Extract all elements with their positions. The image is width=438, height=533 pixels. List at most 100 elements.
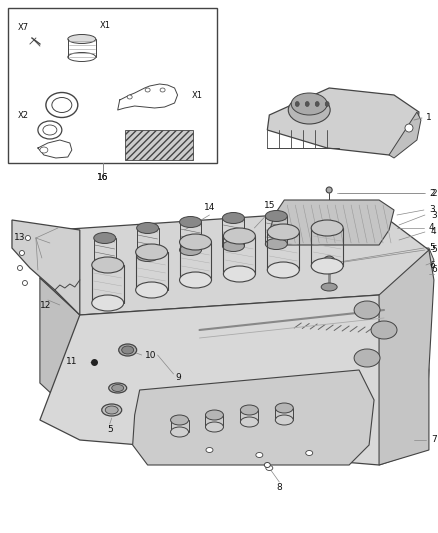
Text: 12: 12 <box>40 301 51 310</box>
Text: 14: 14 <box>204 204 215 213</box>
Ellipse shape <box>136 282 168 298</box>
Polygon shape <box>12 220 80 315</box>
Polygon shape <box>367 248 434 278</box>
Text: 8: 8 <box>276 483 282 492</box>
Ellipse shape <box>405 124 413 132</box>
Text: 2: 2 <box>431 189 437 198</box>
Ellipse shape <box>276 403 293 413</box>
Ellipse shape <box>311 220 343 236</box>
Ellipse shape <box>136 244 168 260</box>
Ellipse shape <box>119 344 137 356</box>
Ellipse shape <box>288 96 330 124</box>
Text: 4: 4 <box>429 223 434 232</box>
Ellipse shape <box>240 417 258 427</box>
Ellipse shape <box>305 101 309 107</box>
Text: X2: X2 <box>18 110 29 119</box>
Polygon shape <box>267 88 419 155</box>
Text: 9: 9 <box>176 374 181 383</box>
Polygon shape <box>379 250 434 465</box>
Bar <box>8 8 217 163</box>
Text: 6: 6 <box>431 265 437 274</box>
Polygon shape <box>40 295 429 465</box>
Text: 15: 15 <box>264 200 275 209</box>
Text: 16: 16 <box>97 174 109 182</box>
Ellipse shape <box>22 280 28 286</box>
Ellipse shape <box>223 228 255 244</box>
Ellipse shape <box>267 262 299 278</box>
Text: 5: 5 <box>431 246 437 254</box>
Ellipse shape <box>205 422 223 432</box>
Ellipse shape <box>92 295 124 311</box>
Ellipse shape <box>315 101 319 107</box>
Polygon shape <box>40 278 80 420</box>
Text: 5: 5 <box>107 425 113 434</box>
Polygon shape <box>269 200 394 245</box>
Ellipse shape <box>94 232 116 244</box>
Ellipse shape <box>170 415 188 425</box>
Polygon shape <box>133 370 374 465</box>
Ellipse shape <box>112 384 124 392</box>
Ellipse shape <box>326 187 332 193</box>
Ellipse shape <box>354 301 380 319</box>
Ellipse shape <box>127 95 132 99</box>
Text: 6: 6 <box>429 261 434 270</box>
Text: X1: X1 <box>191 91 202 100</box>
Ellipse shape <box>180 216 201 228</box>
Ellipse shape <box>295 101 299 107</box>
Ellipse shape <box>137 251 159 262</box>
Text: 13: 13 <box>14 233 25 243</box>
Ellipse shape <box>102 404 122 416</box>
Ellipse shape <box>265 211 287 222</box>
Text: 10: 10 <box>145 351 156 359</box>
Ellipse shape <box>109 383 127 393</box>
Ellipse shape <box>52 98 72 112</box>
Ellipse shape <box>266 465 273 471</box>
Ellipse shape <box>180 272 212 288</box>
Ellipse shape <box>25 236 30 240</box>
Text: 3: 3 <box>431 211 437 220</box>
Ellipse shape <box>223 266 255 282</box>
Ellipse shape <box>265 463 270 467</box>
Ellipse shape <box>323 256 335 268</box>
Ellipse shape <box>267 224 299 240</box>
Ellipse shape <box>265 238 287 249</box>
Text: 7: 7 <box>431 435 437 445</box>
Ellipse shape <box>311 258 343 274</box>
Ellipse shape <box>223 213 244 223</box>
Ellipse shape <box>256 453 263 457</box>
Ellipse shape <box>18 265 22 271</box>
Ellipse shape <box>325 101 329 107</box>
Ellipse shape <box>306 450 313 456</box>
Ellipse shape <box>180 245 201 255</box>
Ellipse shape <box>276 415 293 425</box>
Ellipse shape <box>160 88 165 92</box>
Ellipse shape <box>68 35 96 44</box>
Ellipse shape <box>371 321 397 339</box>
Ellipse shape <box>40 147 48 153</box>
Ellipse shape <box>68 52 96 61</box>
Ellipse shape <box>206 448 213 453</box>
Ellipse shape <box>180 234 212 250</box>
Ellipse shape <box>354 349 380 367</box>
Polygon shape <box>40 210 429 315</box>
Ellipse shape <box>170 427 188 437</box>
Ellipse shape <box>105 406 118 414</box>
Text: 16: 16 <box>97 174 109 182</box>
Text: 3: 3 <box>429 206 434 214</box>
Ellipse shape <box>291 93 327 115</box>
Ellipse shape <box>137 222 159 233</box>
Text: 1: 1 <box>426 114 432 123</box>
Ellipse shape <box>145 88 150 92</box>
Ellipse shape <box>321 283 337 291</box>
Text: X7: X7 <box>18 23 29 33</box>
Ellipse shape <box>92 257 124 273</box>
Text: 2: 2 <box>429 189 434 198</box>
Ellipse shape <box>240 405 258 415</box>
Ellipse shape <box>43 125 57 135</box>
Polygon shape <box>389 112 421 158</box>
Text: 5: 5 <box>429 244 434 253</box>
Ellipse shape <box>122 346 134 354</box>
Bar <box>125 130 193 160</box>
Text: X1: X1 <box>100 21 111 30</box>
Ellipse shape <box>223 240 244 252</box>
